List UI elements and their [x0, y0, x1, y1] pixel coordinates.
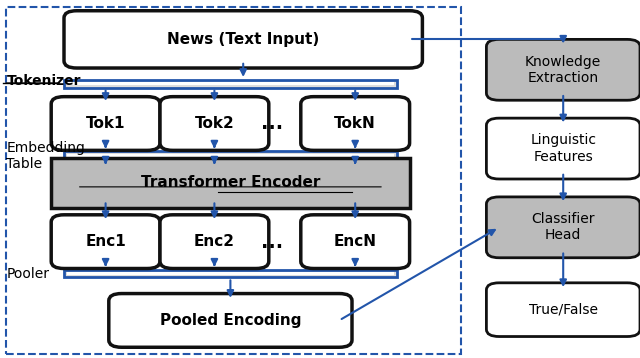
FancyBboxPatch shape [160, 215, 269, 268]
Text: ...: ... [261, 233, 283, 252]
FancyBboxPatch shape [109, 294, 352, 347]
Text: Linguistic
Features: Linguistic Features [530, 134, 596, 164]
Text: Classifier
Head: Classifier Head [531, 212, 595, 242]
Text: Transformer Encoder: Transformer Encoder [141, 175, 320, 190]
Bar [67, 272, 394, 275]
Text: Tok2: Tok2 [195, 116, 234, 131]
Text: Tok1: Tok1 [86, 116, 125, 131]
Text: ...: ... [261, 114, 283, 133]
Text: Tokenizer: Tokenizer [6, 73, 81, 88]
Text: Enc2: Enc2 [194, 234, 235, 249]
FancyBboxPatch shape [301, 215, 410, 268]
Text: Enc1: Enc1 [85, 234, 126, 249]
Bar [67, 82, 394, 85]
Text: Pooled Encoding: Pooled Encoding [159, 313, 301, 328]
FancyBboxPatch shape [160, 97, 269, 150]
FancyBboxPatch shape [301, 97, 410, 150]
Text: TokN: TokN [334, 116, 376, 131]
Text: Knowledge
Extraction: Knowledge Extraction [525, 55, 602, 85]
Text: EncN: EncN [333, 234, 377, 249]
FancyBboxPatch shape [486, 39, 640, 100]
FancyBboxPatch shape [486, 197, 640, 258]
FancyBboxPatch shape [486, 118, 640, 179]
Bar [64, 270, 397, 277]
Text: True/False: True/False [529, 303, 598, 317]
Bar [64, 80, 397, 88]
FancyBboxPatch shape [51, 97, 160, 150]
FancyBboxPatch shape [51, 215, 160, 268]
Text: News (Text Input): News (Text Input) [167, 32, 319, 47]
Bar [64, 151, 397, 159]
Bar [67, 154, 394, 157]
FancyBboxPatch shape [51, 158, 410, 208]
Text: Embedding
Table: Embedding Table [6, 141, 85, 171]
FancyBboxPatch shape [64, 11, 422, 68]
Text: Pooler: Pooler [6, 267, 49, 281]
FancyBboxPatch shape [486, 283, 640, 337]
